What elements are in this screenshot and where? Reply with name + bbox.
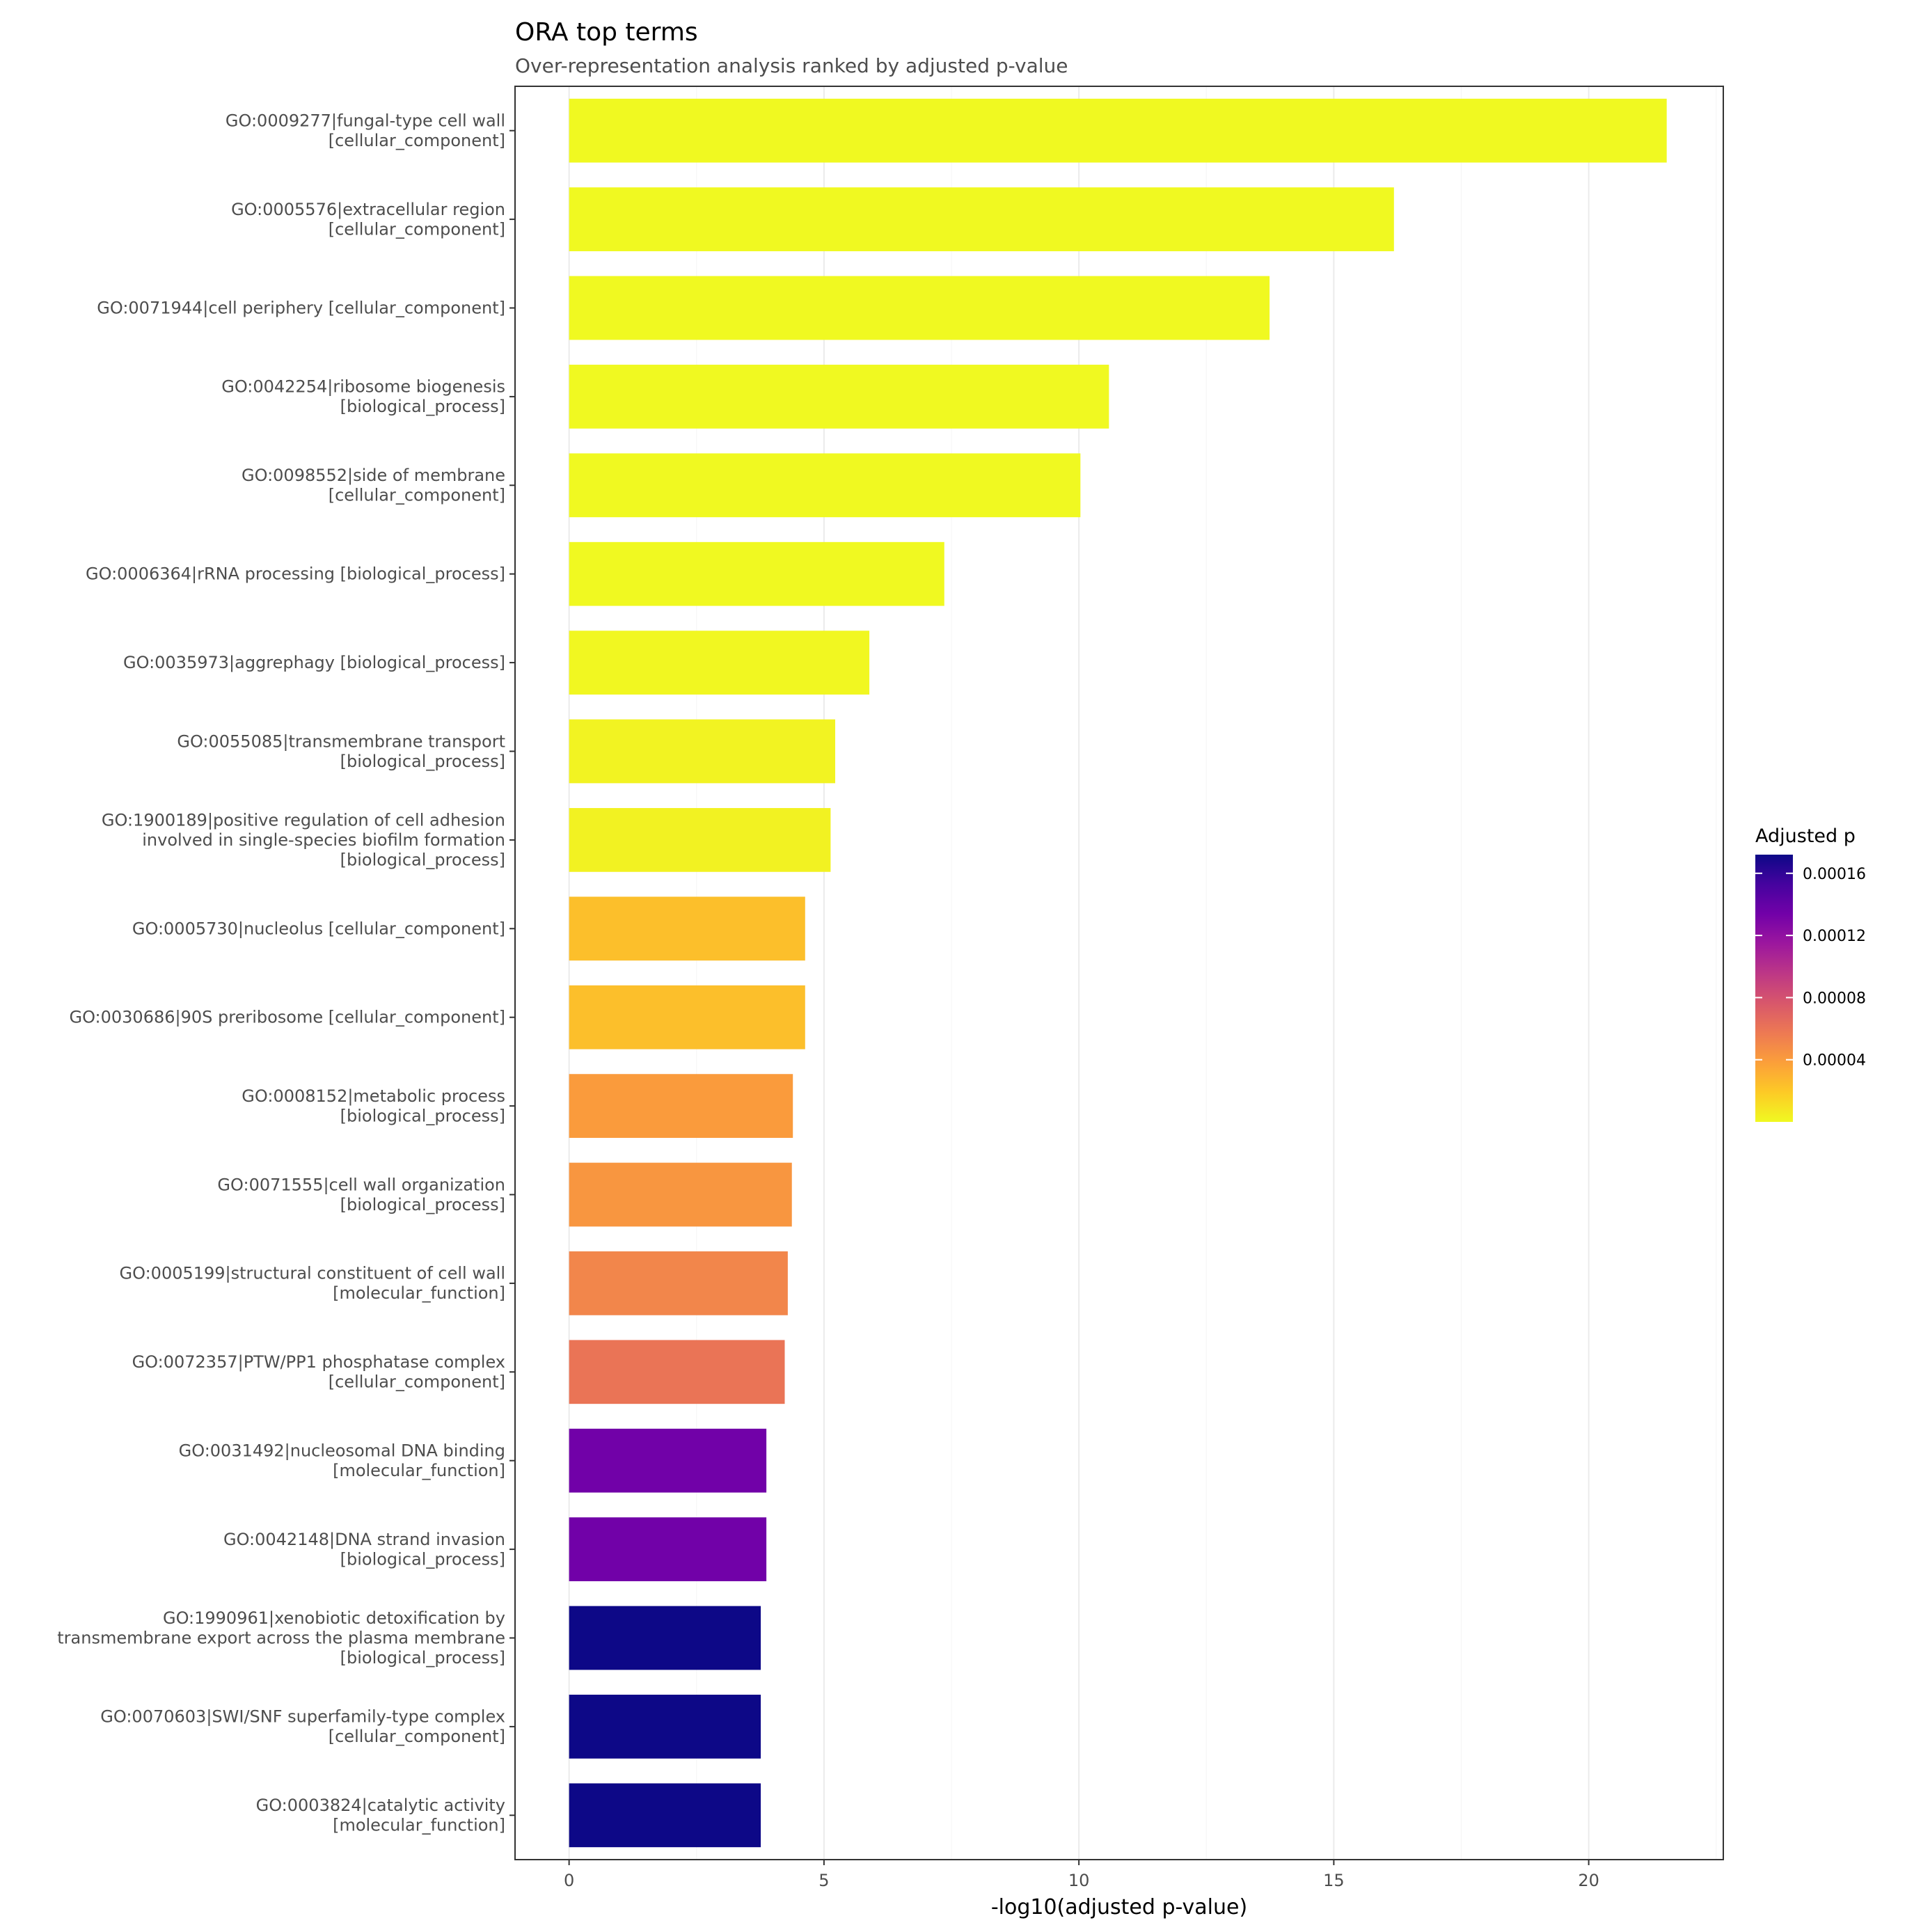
y-tick-label: GO:0031492|nucleosomal DNA binding [molec…	[179, 1441, 505, 1480]
y-tick-label: GO:0035973|aggrephagy [biological_proces…	[123, 653, 505, 672]
y-tick-label: GO:0042254|ribosome biogenesis [biologica…	[221, 377, 505, 417]
x-tick-label: 15	[1323, 1871, 1345, 1890]
y-tick-label: GO:0042148|DNA strand invasion [biologica…	[223, 1530, 505, 1569]
y-tick-label: GO:0009277|fungal-type cell wall [cellula…	[226, 111, 505, 150]
y-tick-label: GO:0071555|cell wall organization [biolog…	[217, 1175, 505, 1214]
bar	[569, 1428, 767, 1493]
y-tick-label: GO:0006364|rRNA processing [biological_p…	[86, 564, 505, 584]
y-tick-label: GO:0055085|transmembrane transport [biolo…	[177, 731, 505, 771]
y-tick-label: GO:0071944|cell periphery [cellular_comp…	[97, 299, 505, 318]
bar	[569, 719, 836, 784]
x-tick-label: 5	[818, 1871, 829, 1890]
colorbar-tick-label: 0.00008	[1803, 990, 1866, 1007]
bar	[569, 1517, 767, 1581]
bar	[569, 187, 1394, 251]
bar	[569, 1606, 761, 1670]
y-axis-labels: GO:0009277|fungal-type cell wall [cellula…	[57, 111, 515, 1835]
bar	[569, 1074, 793, 1138]
colorbar-ticks: 0.00004 0.00008 0.00012 0.00016	[1755, 866, 1866, 1070]
bar	[569, 896, 805, 961]
y-tick-label: GO:0030686|90S preribosome [cellular_com…	[69, 1008, 505, 1027]
bar	[569, 98, 1667, 163]
bar	[569, 808, 831, 872]
x-tick-label: 20	[1578, 1871, 1599, 1890]
colorbar-tick-label: 0.00012	[1803, 928, 1866, 945]
y-tick-label: GO:0070603|SWI/SNF superfamily-type comp…	[100, 1707, 505, 1747]
colorbar	[1755, 855, 1793, 1122]
gridlines	[568, 86, 1717, 1860]
bar	[569, 631, 870, 695]
y-tick-label: GO:0005576|extracellular region [cellular…	[231, 200, 505, 239]
y-tick-label: GO:1900189|positive regulation of cell a…	[102, 810, 505, 869]
bar	[569, 453, 1081, 518]
colorbar-title: Adjusted p	[1755, 825, 1856, 847]
bar	[569, 541, 944, 606]
y-tick-label: GO:0003824|catalytic activity [molecular_…	[256, 1796, 505, 1835]
colorbar-legend: Adjusted p 0.00004 0.00008 0.00012 0.00016	[1755, 825, 1866, 1122]
bar	[569, 1783, 761, 1848]
colorbar-tick-label: 0.00016	[1803, 866, 1866, 883]
bars	[569, 98, 1667, 1848]
bar	[569, 1162, 792, 1227]
y-tick-label: GO:0005199|structural constituent of cel…	[120, 1264, 505, 1304]
bar	[569, 985, 805, 1050]
chart-title: ORA top terms	[515, 18, 698, 47]
bar	[569, 276, 1270, 340]
y-tick-label: GO:0072357|PTW/PP1 phosphatase complex [c…	[132, 1352, 505, 1392]
bar	[569, 365, 1109, 429]
x-axis: 0 5 10 15 20	[564, 1860, 1599, 1890]
y-tick-label: GO:1990961|xenobiotic detoxification by t…	[57, 1608, 505, 1668]
y-tick-label: GO:0005730|nucleolus [cellular_component…	[132, 919, 505, 938]
x-axis-title: -log10(adjusted p-value)	[991, 1895, 1247, 1919]
y-tick-label: GO:0008152|metabolic process [biological_…	[242, 1086, 505, 1126]
bar	[569, 1340, 785, 1404]
chart-subtitle: Over-representation analysis ranked by a…	[515, 54, 1068, 77]
x-tick-label: 10	[1068, 1871, 1090, 1890]
colorbar-tick-label: 0.00004	[1803, 1052, 1866, 1070]
x-tick-label: 0	[564, 1871, 574, 1890]
bar	[569, 1695, 761, 1759]
plot-panel-border	[514, 86, 1724, 1860]
bar	[569, 1251, 788, 1315]
y-tick-label: GO:0098552|side of membrane [cellular_com…	[242, 466, 505, 505]
